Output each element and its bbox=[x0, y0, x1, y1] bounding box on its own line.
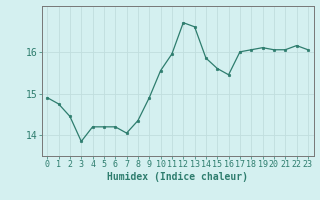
X-axis label: Humidex (Indice chaleur): Humidex (Indice chaleur) bbox=[107, 172, 248, 182]
